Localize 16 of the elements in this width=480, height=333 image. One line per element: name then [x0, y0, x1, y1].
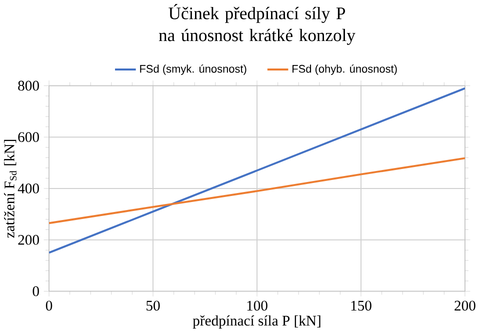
y-tick-label: 800 — [18, 80, 39, 91]
x-tick-label: 0 — [46, 300, 52, 311]
y-tick-label: 200 — [18, 235, 39, 245]
x-tick-label: 100 — [247, 300, 268, 311]
x-axis-title: předpínací síla P [kN] — [192, 315, 320, 329]
x-tick-label: 150 — [351, 300, 372, 311]
chart-title: Účinek předpínací síly P na únosnost krátké konzoly — [158, 4, 356, 45]
x-tick-label: 50 — [146, 300, 160, 311]
legend-label: FSd (smyk. únosnost) — [140, 64, 246, 76]
y-tick-label: 0 — [32, 286, 39, 296]
y-axis-title: zatížení F$_{Sd}$ [kN] — [4, 140, 17, 238]
y-tick-label: 400 — [18, 184, 39, 194]
line-series — [49, 157, 465, 224]
x-tick-label: 200 — [454, 300, 476, 311]
legend-label: FSd (ohyb. únosnost) — [292, 64, 397, 76]
y-tick-label: 600 — [18, 132, 39, 142]
